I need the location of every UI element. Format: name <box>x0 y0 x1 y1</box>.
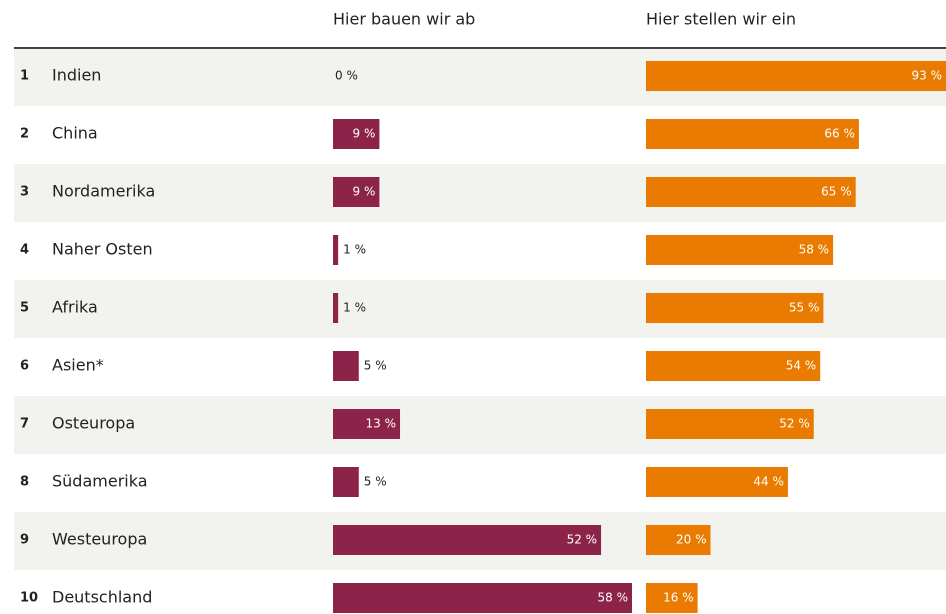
category-label: Osteuropa <box>52 414 135 433</box>
value-label: 66 % <box>824 127 855 141</box>
bar <box>333 235 339 265</box>
bar <box>646 583 698 613</box>
value-label: 58 % <box>598 591 629 605</box>
value-label: 55 % <box>789 301 820 315</box>
value-label: 9 % <box>353 127 376 141</box>
value-label: 13 % <box>366 417 397 431</box>
bar <box>333 351 359 381</box>
bar <box>333 293 339 323</box>
category-label: Deutschland <box>52 588 152 607</box>
value-label: 52 % <box>567 533 598 547</box>
bar <box>646 119 859 149</box>
value-label: 65 % <box>821 185 852 199</box>
value-label: 5 % <box>364 475 387 489</box>
value-label: 9 % <box>353 185 376 199</box>
bar <box>646 61 946 91</box>
category-label: Nordamerika <box>52 182 155 201</box>
rank: 1 <box>20 69 29 84</box>
value-label: 93 % <box>912 69 943 83</box>
value-label: 52 % <box>779 417 810 431</box>
rank: 6 <box>20 359 29 374</box>
bar <box>646 351 821 381</box>
rank: 5 <box>20 301 29 316</box>
bar <box>646 467 788 497</box>
category-label: Naher Osten <box>52 240 153 259</box>
column-header: Hier bauen wir ab <box>333 10 475 29</box>
bar <box>333 583 632 613</box>
value-label: 16 % <box>663 591 694 605</box>
value-label: 44 % <box>753 475 784 489</box>
category-label: China <box>52 124 98 143</box>
category-label: Asien* <box>52 356 104 375</box>
rank: 2 <box>20 127 29 142</box>
rank: 8 <box>20 475 29 490</box>
rank: 7 <box>20 417 29 432</box>
rank: 3 <box>20 185 29 200</box>
rank: 10 <box>20 591 38 606</box>
bar <box>646 235 834 265</box>
value-label: 20 % <box>676 533 707 547</box>
category-label: Afrika <box>52 298 98 317</box>
category-label: Indien <box>52 66 101 85</box>
bar <box>333 467 359 497</box>
bar <box>333 525 602 555</box>
category-label: Südamerika <box>52 472 148 491</box>
bar <box>646 409 814 439</box>
value-label: 5 % <box>364 359 387 373</box>
bar <box>646 525 711 555</box>
rank: 9 <box>20 533 29 548</box>
bar <box>333 409 401 439</box>
value-label: 1 % <box>343 301 366 315</box>
rank: 4 <box>20 243 29 258</box>
value-label: 58 % <box>799 243 830 257</box>
value-label: 54 % <box>786 359 817 373</box>
value-label: 1 % <box>343 243 366 257</box>
category-label: Westeuropa <box>52 530 147 549</box>
value-label: 0 % <box>335 69 358 83</box>
bar <box>646 293 824 323</box>
bar <box>333 119 380 149</box>
column-header: Hier stellen wir ein <box>646 10 796 29</box>
bar <box>646 177 856 207</box>
bar <box>333 177 380 207</box>
